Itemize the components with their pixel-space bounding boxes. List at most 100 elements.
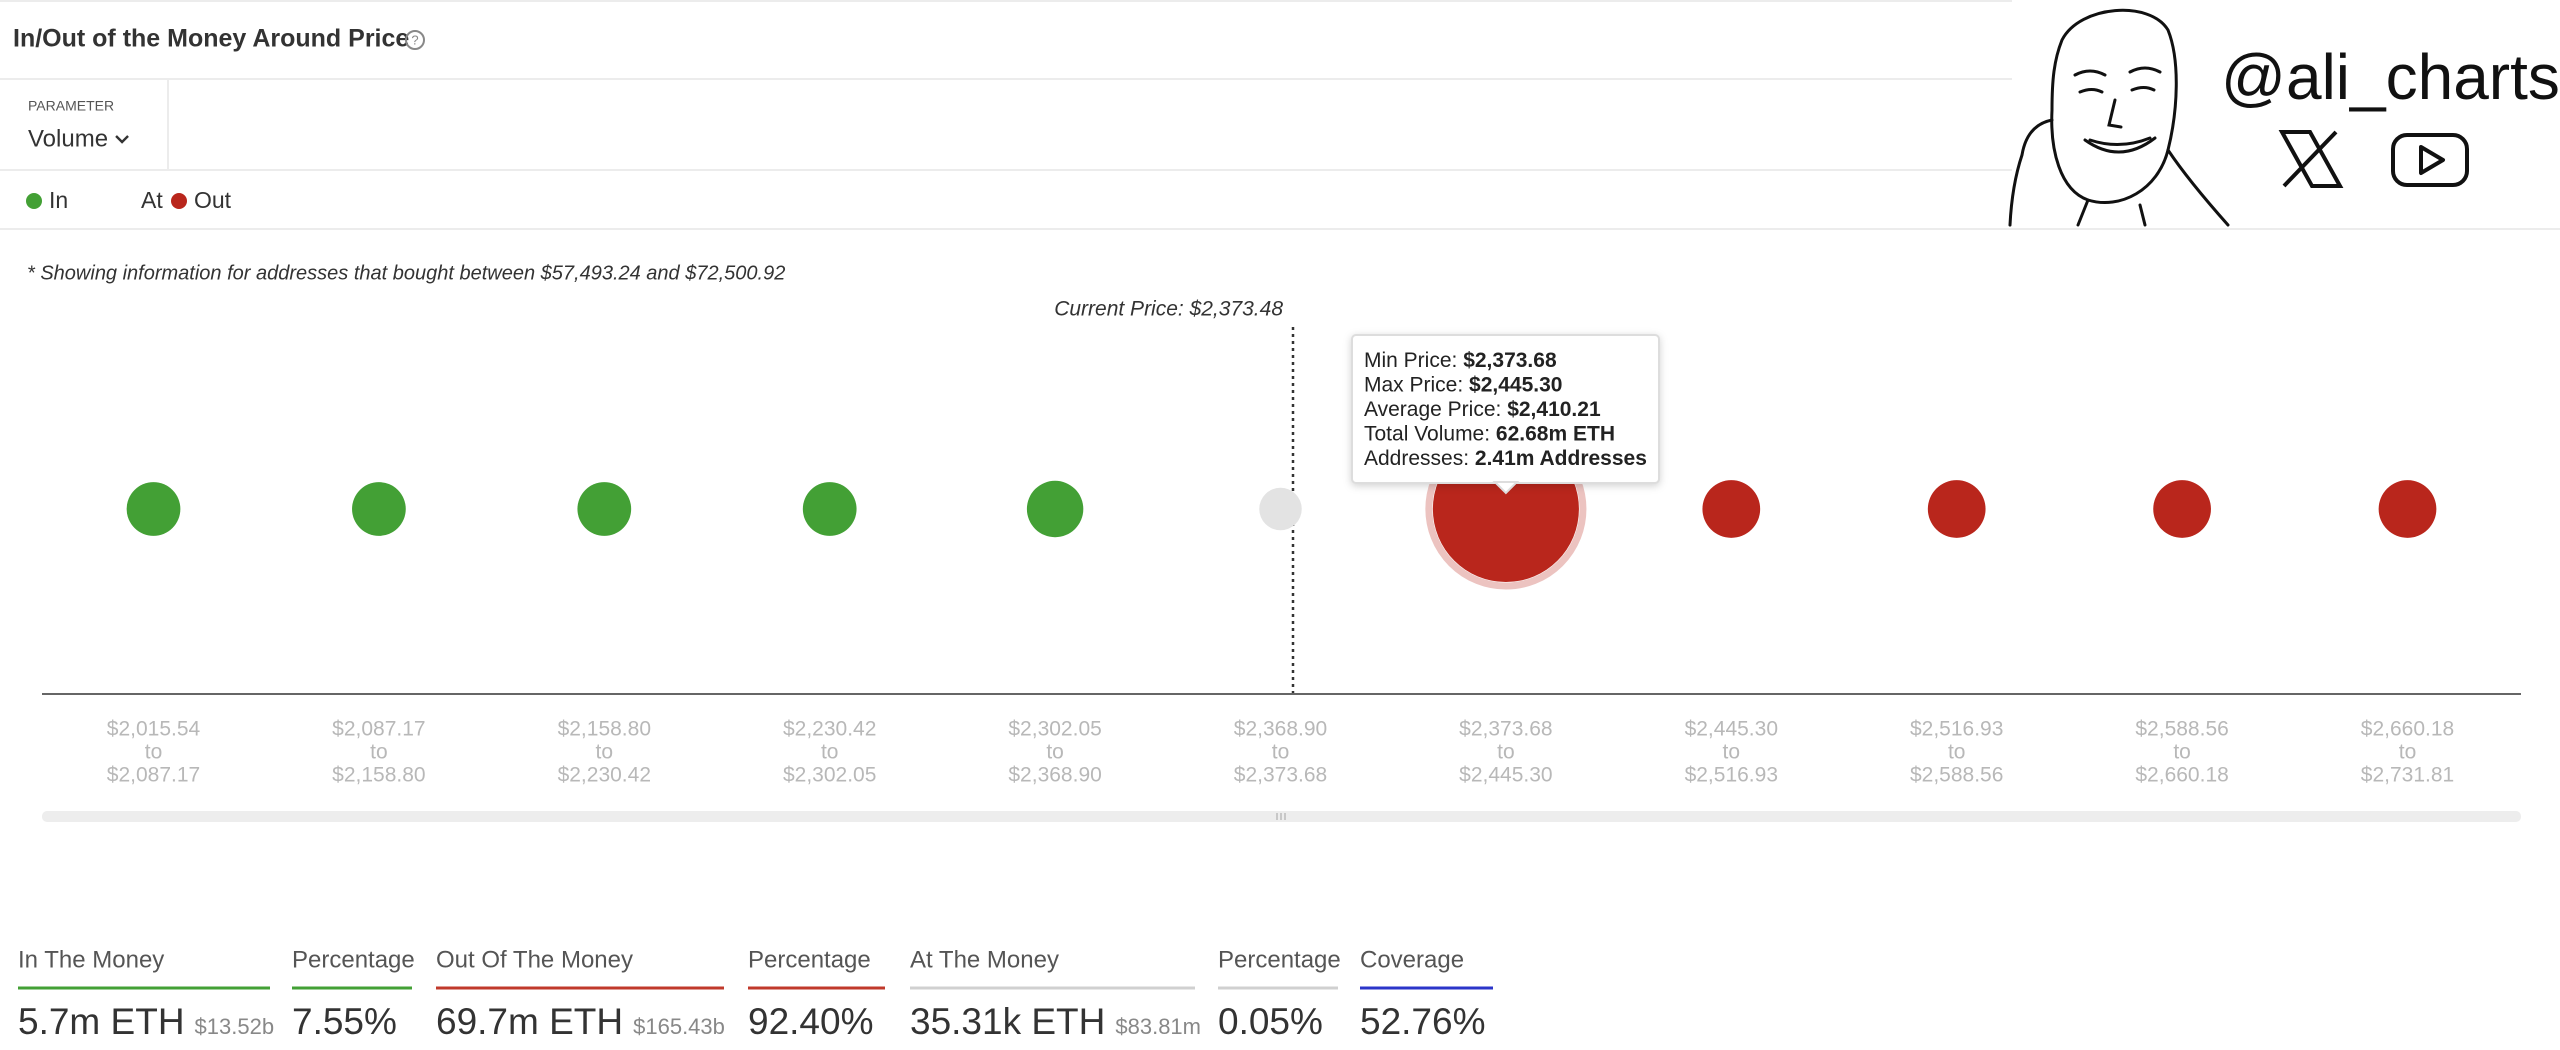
x-tick-label: to (1723, 741, 1741, 764)
x-tick-label: $2,731.81 (2361, 764, 2454, 787)
summary-value: 35.31k ETH (910, 1001, 1105, 1042)
x-tick-label: to (1272, 741, 1290, 764)
tooltip-value: $2,410.21 (1507, 398, 1601, 421)
x-tick-label: $2,588.56 (2135, 718, 2228, 741)
summary-value: 92.40% (748, 1001, 874, 1042)
tooltip-value: 62.68m ETH (1496, 422, 1615, 445)
summary-label: Percentage (1218, 946, 1341, 973)
bubble[interactable] (1026, 480, 1084, 538)
summary-sub: $165.43b (633, 1014, 725, 1039)
chevron (115, 135, 129, 144)
x-tick-label: $2,445.30 (1685, 718, 1778, 741)
summary-value: 7.55% (292, 1001, 397, 1042)
x-tick-label: $2,087.17 (107, 764, 200, 787)
help-icon[interactable]: ? (405, 30, 425, 50)
x-tick-label: to (1948, 741, 1966, 764)
scrollbar[interactable] (42, 811, 2521, 822)
summary-label: Percentage (292, 946, 415, 973)
x-icon[interactable] (2278, 130, 2344, 188)
x-tick-label: $2,660.18 (2361, 718, 2454, 741)
summary-label: Out Of The Money (436, 946, 633, 973)
x-tick-label: $2,158.80 (558, 718, 651, 741)
x-tick-label: $2,660.18 (2135, 764, 2228, 787)
tooltip-label: Max Price: (1364, 373, 1463, 396)
summary-label: Coverage (1360, 946, 1464, 973)
x-tick-label: $2,368.90 (1234, 718, 1327, 741)
summary-value: 52.76% (1360, 1001, 1486, 1042)
logo (2008, 8, 2230, 227)
x-tick-label: $2,087.17 (332, 718, 425, 741)
tooltip-label: Min Price: (1364, 349, 1457, 372)
tooltip-value: 2.41m Addresses (1475, 447, 1647, 470)
legend: In At Out (26, 187, 232, 213)
x-tick-label: to (145, 741, 163, 764)
parameter-value: Volume (28, 125, 108, 152)
x-tick-label: to (821, 741, 839, 764)
x-tick-label: $2,516.93 (1910, 718, 2003, 741)
parameter-select[interactable]: Volume (28, 125, 129, 152)
x-tick-label: $2,302.05 (1008, 718, 1101, 741)
legend-swatch (171, 193, 187, 209)
tooltip-pointer (1492, 481, 1520, 495)
summary-value: 5.7m ETH (18, 1001, 185, 1042)
tooltip-row: Max Price: $2,445.30 (1364, 373, 1562, 396)
brand-handle: @ali_charts (2221, 41, 2560, 113)
tooltip-label: Average Price: (1364, 398, 1501, 421)
summary-sub: $13.52b (195, 1014, 275, 1039)
x-tick-label: to (370, 741, 388, 764)
bubble[interactable] (1702, 480, 1761, 538)
legend-label: In (49, 187, 68, 213)
tooltip-label: Total Volume: (1364, 422, 1490, 445)
x-tick-label: $2,373.68 (1234, 764, 1327, 787)
x-tick-label: $2,230.42 (783, 718, 876, 741)
summary: In The Money 5.7m ETH $13.52b Percentage 7.5… (18, 946, 1493, 1042)
current-price-label: Current Price: $2,373.48 (1054, 298, 1283, 321)
svg-text:?: ? (411, 32, 418, 47)
legend-label: Out (194, 187, 232, 213)
bubble[interactable] (802, 482, 857, 536)
summary-value: 0.05% (1218, 1001, 1323, 1042)
plot: $2,015.54to$2,087.17$2,087.17to$2,158.80… (107, 428, 2454, 787)
bubble[interactable] (577, 482, 632, 536)
x-tick-label: $2,368.90 (1008, 764, 1101, 787)
summary-label: Percentage (748, 946, 871, 973)
summary-label: At The Money (910, 946, 1059, 973)
tooltip-row: Addresses: 2.41m Addresses (1364, 447, 1647, 470)
x-tick-label: to (1046, 741, 1064, 764)
legend-label: At (141, 187, 163, 213)
tooltip-value: $2,445.30 (1469, 373, 1562, 396)
tooltip-row: Min Price: $2,373.68 (1364, 349, 1557, 372)
x-tick-label: $2,373.68 (1459, 718, 1552, 741)
x-tick-label: $2,230.42 (558, 764, 651, 787)
bubble[interactable] (2153, 480, 2211, 538)
summary-sub: $83.81m (1115, 1014, 1201, 1039)
legend-swatch (118, 193, 134, 209)
bubble[interactable] (1259, 487, 1302, 531)
bubble[interactable] (1927, 480, 1986, 538)
tooltip-row: Average Price: $2,410.21 (1364, 398, 1601, 421)
x-tick-label: $2,158.80 (332, 764, 425, 787)
bubble[interactable] (352, 482, 406, 536)
x-tick-label: to (1497, 741, 1515, 764)
x-tick-label: to (596, 741, 614, 764)
note: * Showing information for addresses that… (27, 262, 785, 284)
tooltip-label: Addresses: (1364, 447, 1469, 470)
summary-label: In The Money (18, 946, 164, 973)
x-tick-label: $2,516.93 (1685, 764, 1778, 787)
tooltip-row: Total Volume: 62.68m ETH (1364, 422, 1615, 445)
youtube-icon[interactable] (2391, 133, 2469, 187)
x-tick-label: $2,588.56 (1910, 764, 2003, 787)
x-tick-label: $2,015.54 (107, 718, 201, 741)
panel-title: In/Out of the Money Around Price (13, 25, 409, 53)
legend-swatch (26, 193, 42, 209)
x-tick-label: to (2173, 741, 2191, 764)
x-tick-label: $2,445.30 (1459, 764, 1552, 787)
summary-value: 69.7m ETH (436, 1001, 623, 1042)
bubble[interactable] (126, 482, 181, 536)
x-tick-label: to (2399, 741, 2417, 764)
parameter-label: PARAMETER (28, 98, 114, 114)
bubble[interactable] (2378, 480, 2437, 538)
